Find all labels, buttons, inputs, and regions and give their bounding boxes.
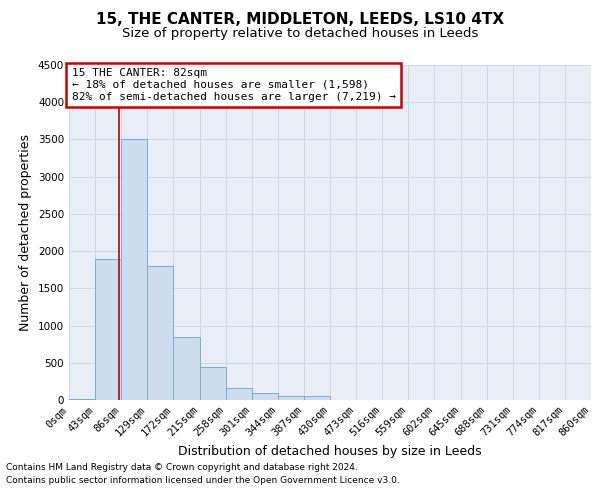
Bar: [121, 140, 148, 400]
Text: 15, THE CANTER, MIDDLETON, LEEDS, LS10 4TX: 15, THE CANTER, MIDDLETON, LEEDS, LS10 4…: [96, 12, 504, 28]
Bar: [252, 392, 278, 400]
X-axis label: Distribution of detached houses by size in Leeds: Distribution of detached houses by size …: [178, 446, 482, 458]
Bar: [148, 266, 173, 400]
Bar: [226, 388, 252, 400]
Text: Contains public sector information licensed under the Open Government Licence v3: Contains public sector information licen…: [6, 476, 400, 485]
Bar: [199, 366, 226, 400]
Bar: [173, 336, 199, 400]
Bar: [95, 258, 121, 400]
Text: 15 THE CANTER: 82sqm
← 18% of detached houses are smaller (1,598)
82% of semi-de: 15 THE CANTER: 82sqm ← 18% of detached h…: [71, 68, 395, 102]
Text: Contains HM Land Registry data © Crown copyright and database right 2024.: Contains HM Land Registry data © Crown c…: [6, 464, 358, 472]
Bar: [69, 398, 95, 400]
Y-axis label: Number of detached properties: Number of detached properties: [19, 134, 32, 331]
Text: Size of property relative to detached houses in Leeds: Size of property relative to detached ho…: [122, 28, 478, 40]
Bar: [304, 396, 330, 400]
Bar: [278, 396, 304, 400]
